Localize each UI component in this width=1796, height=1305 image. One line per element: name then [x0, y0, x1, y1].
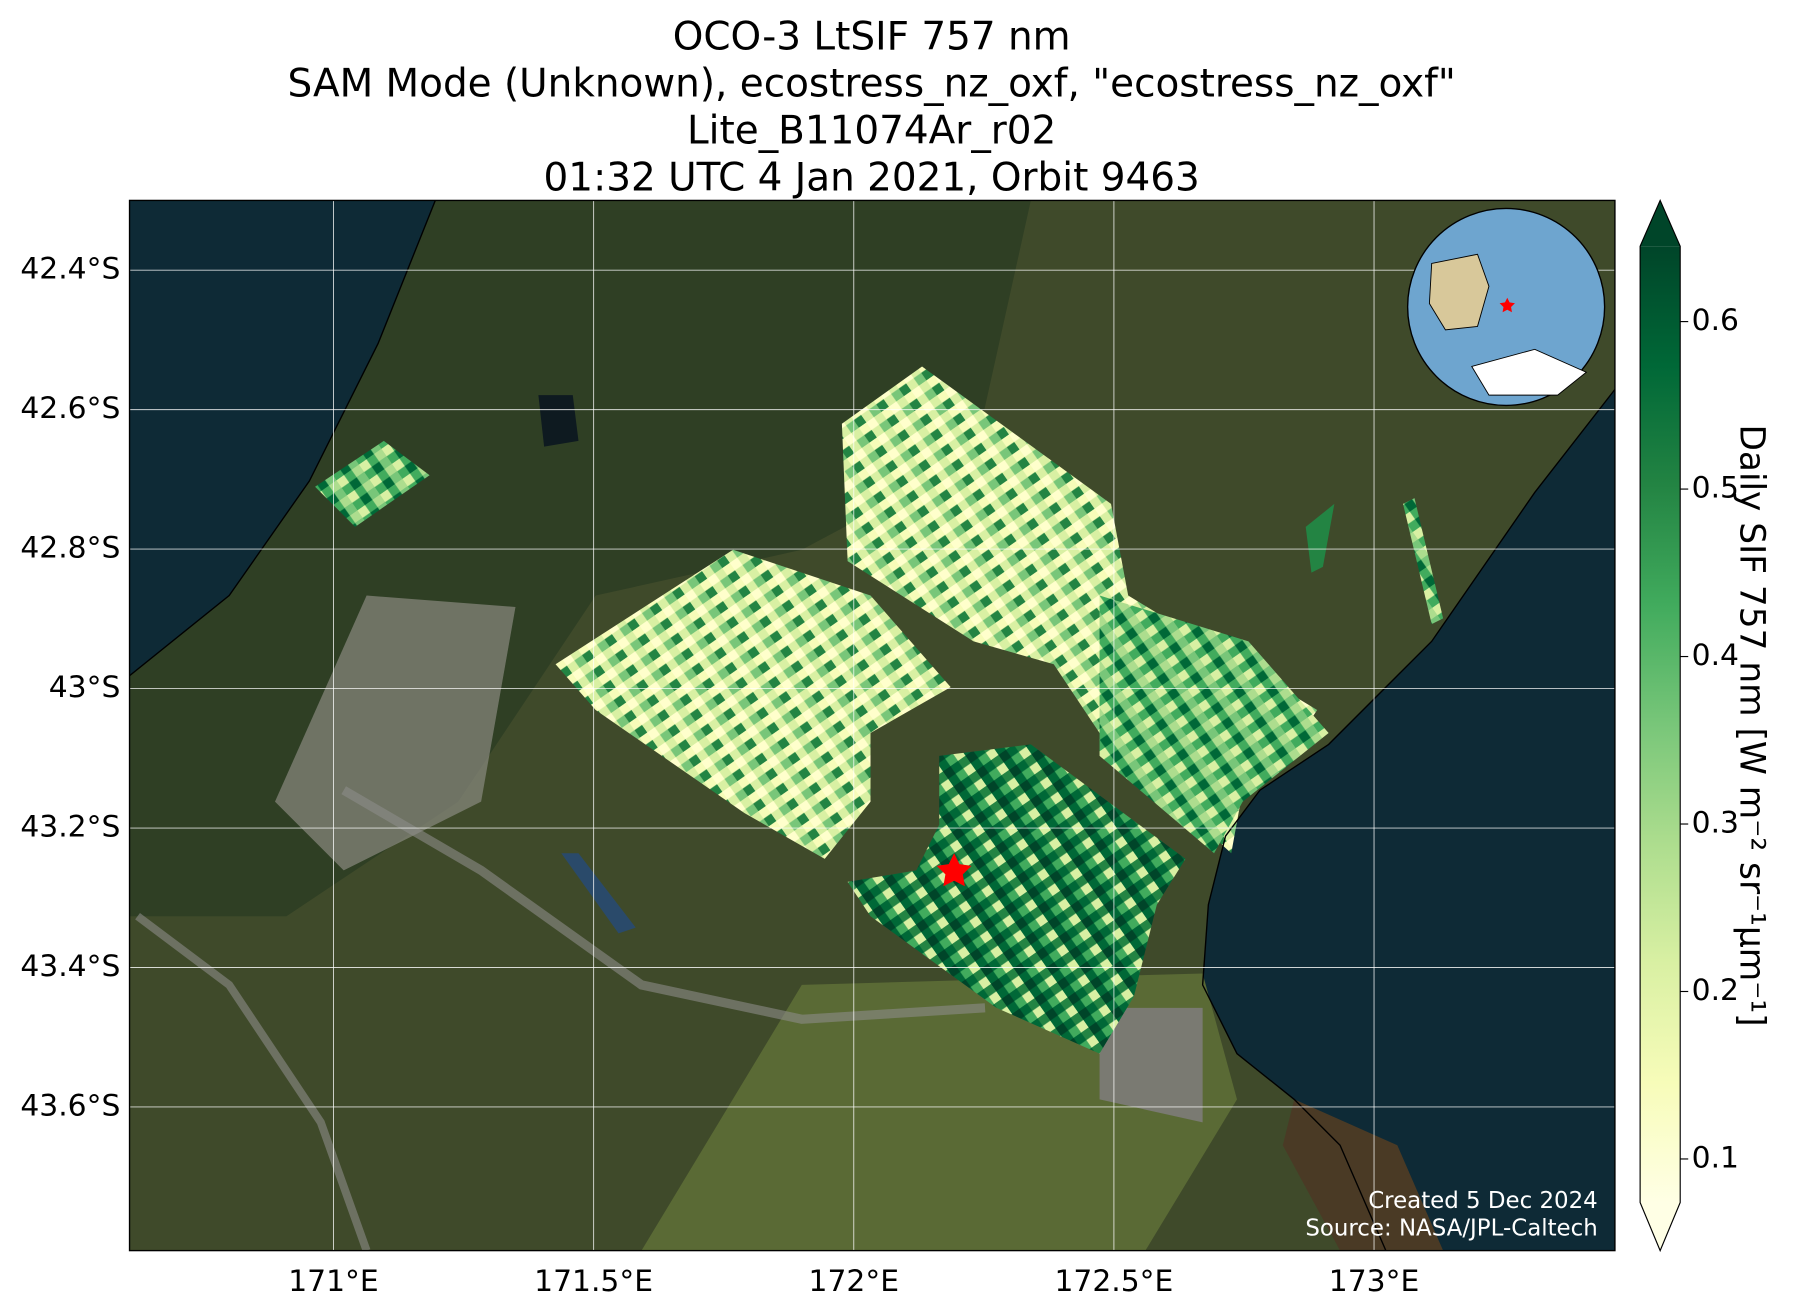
- colorbar-outline: [1639, 198, 1681, 1253]
- sif-swath: [847, 744, 1186, 1054]
- title-line: 01:32 UTC 4 Jan 2021, Orbit 9463: [544, 155, 1200, 200]
- x-tick-label: 173°E: [1329, 1264, 1420, 1299]
- x-tick-label: 172.5°E: [1054, 1264, 1173, 1299]
- y-tick-label: 42.4°S: [20, 252, 120, 287]
- colorbar-gradient: [1640, 246, 1681, 1203]
- y-tick-label: 43.6°S: [20, 1088, 120, 1123]
- colorbar-tick-label: 0.5: [1692, 471, 1739, 506]
- lake: [561, 853, 636, 934]
- colorbar-tick-label: 0.2: [1692, 973, 1739, 1008]
- y-tick-label: 43°S: [49, 670, 121, 705]
- colorbar-tick-label: 0.4: [1692, 638, 1739, 673]
- title-line: SAM Mode (Unknown), ecostress_nz_oxf, "e…: [288, 61, 1456, 106]
- inset-globe: [1406, 207, 1606, 407]
- city: [1099, 1007, 1203, 1123]
- sif-swath: [1305, 503, 1335, 573]
- sif-swath: [1099, 595, 1329, 854]
- title-line: Lite_B11074Ar_r02: [687, 108, 1056, 153]
- peninsula: [1282, 1099, 1444, 1251]
- river: [135, 912, 371, 1251]
- globe-target: [1499, 297, 1515, 313]
- colorbar-tick-label: 0.3: [1692, 806, 1739, 841]
- sif-swath: [315, 440, 430, 527]
- lake: [538, 395, 579, 447]
- x-tick-label: 171°E: [288, 1264, 379, 1299]
- y-tick-label: 42.6°S: [20, 391, 120, 426]
- colorbar-extend-min: [1640, 1202, 1681, 1251]
- y-tick-label: 42.8°S: [20, 531, 120, 566]
- credit: Source: NASA/JPL-Caltech: [1305, 1216, 1597, 1242]
- coastline: [129, 200, 436, 677]
- basemap: Created 5 Dec 2024 Source: NASA/JPL-Calt…: [129, 200, 1615, 1251]
- colorbar-extend-max: [1640, 200, 1681, 247]
- x-tick-label: 171.5°E: [534, 1264, 653, 1299]
- river: [341, 786, 986, 1024]
- colorbar-tick-label: 0.6: [1692, 303, 1739, 338]
- map-frame: [128, 199, 1616, 1252]
- title-line: OCO-3 LtSIF 757 nm: [673, 14, 1071, 59]
- colorbar: 0.1 0.2 0.3 0.4 0.5 0.6 Daily SIF 757 nm [W m⁻…: [1639, 198, 1772, 1253]
- credit: Created 5 Dec 2024: [1368, 1188, 1598, 1214]
- antarctica: [1471, 348, 1588, 396]
- colorbar-label: Daily SIF 757 nm [W m⁻² sr⁻¹μm⁻¹]: [1732, 424, 1772, 1026]
- alps: [274, 595, 516, 871]
- sif-swath: [555, 549, 951, 859]
- x-tick-label: 172°E: [809, 1264, 900, 1299]
- target-marker: [936, 853, 972, 887]
- sif-swath: [1403, 498, 1444, 625]
- y-tick-label: 43.2°S: [20, 810, 120, 845]
- colorbar-tick-label: 0.1: [1692, 1140, 1739, 1175]
- australia: [1428, 253, 1490, 331]
- y-tick-label: 43.4°S: [20, 949, 120, 984]
